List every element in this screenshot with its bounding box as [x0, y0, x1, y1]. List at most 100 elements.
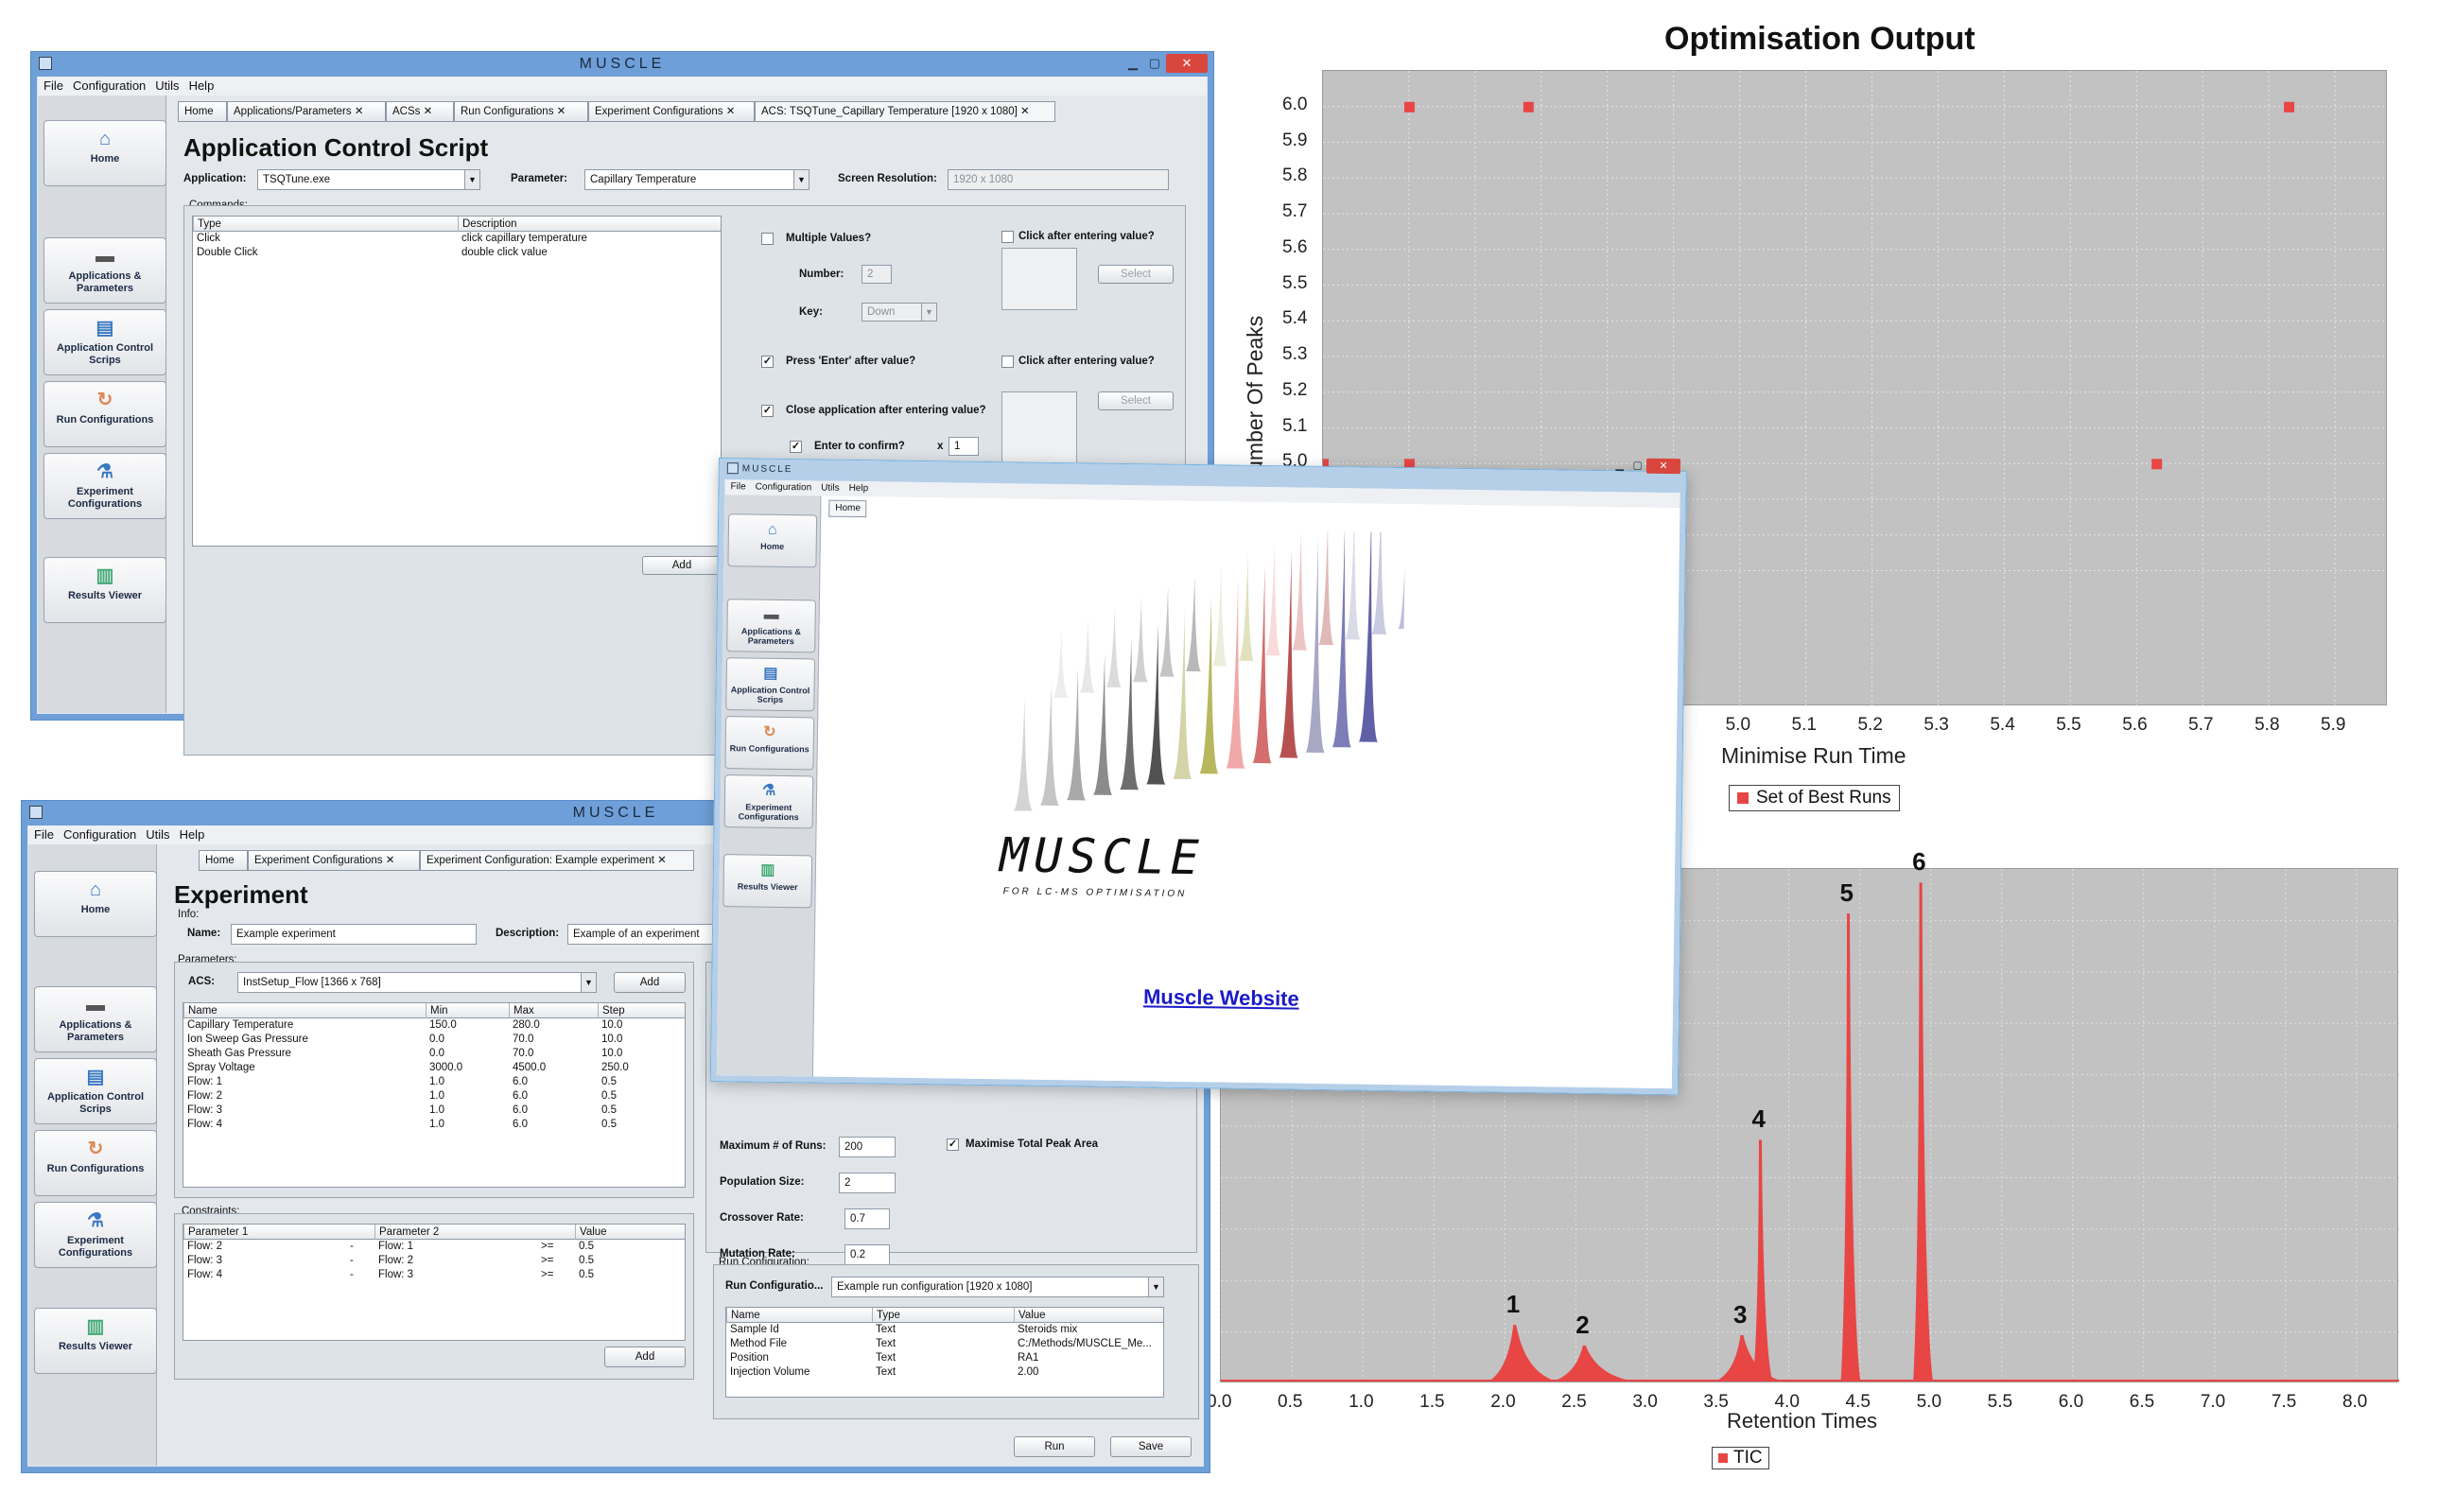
table-row[interactable]: Flow: 2 1.0 6.0 0.5 [183, 1089, 685, 1104]
select-button-2[interactable]: Select [1098, 391, 1174, 410]
press-enter-checkbox[interactable]: ✓ [761, 356, 774, 368]
column-header[interactable]: Type [193, 217, 458, 232]
title-bar[interactable]: MUSCLE ▁ ▢ ✕ [31, 52, 1213, 77]
table-row[interactable]: Click click capillary temperature [197, 233, 587, 244]
table-row[interactable]: Flow: 4 1.0 6.0 0.5 [183, 1118, 685, 1132]
click-after-checkbox[interactable] [1001, 231, 1014, 243]
menu-utils[interactable]: Utils [155, 78, 180, 93]
menu-configuration[interactable]: Configuration [62, 827, 137, 842]
menu-file[interactable]: File [34, 827, 54, 842]
sidebar-acs-button[interactable]: ▤ Application Control Scrips [44, 309, 166, 375]
sidebar-home-button[interactable]: ⌂ Home [44, 120, 166, 186]
table-row[interactable]: Flow: 2 - Flow: 1 >= 0.5 [183, 1240, 685, 1254]
table-row[interactable]: Sheath Gas Pressure 0.0 70.0 10.0 [183, 1047, 685, 1061]
tab-home[interactable]: Home [199, 850, 248, 871]
table-row[interactable]: Flow: 1 1.0 6.0 0.5 [183, 1075, 685, 1089]
run-configuration-select[interactable]: Example run configuration [1920 x 1080] ▼ [831, 1277, 1164, 1297]
tab-home[interactable]: Home [178, 101, 227, 122]
description-field[interactable]: Example of an experiment [567, 924, 747, 945]
sidebar-runconf-button[interactable]: ↻ Run Configurations [34, 1130, 157, 1196]
table-row[interactable]: Capillary Temperature 150.0 280.0 10.0 [183, 1018, 685, 1033]
table-row[interactable]: Flow: 4 - Flow: 3 >= 0.5 [183, 1268, 685, 1282]
menu-configuration[interactable]: Configuration [755, 481, 812, 494]
add-acs-button[interactable]: Add [614, 972, 686, 993]
multiple-values-checkbox[interactable] [761, 233, 774, 245]
enter-confirm-checkbox[interactable]: ✓ [790, 441, 802, 453]
sidebar-applications-button[interactable]: ▬ Applications & Parameters [34, 986, 157, 1052]
menu-configuration[interactable]: Configuration [72, 78, 147, 93]
muscle-website-link[interactable]: Muscle Website [1142, 984, 1299, 1011]
sidebar-applications-button[interactable]: ▬ Applications & Parameters [726, 599, 816, 653]
column-header[interactable]: Name [183, 1003, 426, 1018]
tab-applications[interactable]: Applications/Parameters ✕ [227, 101, 386, 122]
sidebar-results-button[interactable]: ▥ Results Viewer [722, 854, 813, 909]
menu-help[interactable]: Help [188, 78, 215, 93]
column-header[interactable]: Name [726, 1308, 872, 1323]
select-button[interactable]: Select [1098, 265, 1174, 284]
column-header[interactable]: Type [872, 1308, 1014, 1323]
table-row[interactable]: Position Text RA1 [726, 1351, 1163, 1365]
column-header[interactable]: Min [426, 1003, 509, 1018]
column-header[interactable]: Description [458, 217, 721, 232]
sidebar-applications-button[interactable]: ▬ Applications & Parameters [44, 237, 166, 304]
max-runs-field[interactable]: 200 [839, 1137, 896, 1157]
column-header[interactable]: Parameter 1 [183, 1225, 346, 1240]
minimize-button[interactable]: ▁ [1615, 460, 1625, 472]
menu-utils[interactable]: Utils [146, 827, 170, 842]
table-row[interactable]: Flow: 3 1.0 6.0 0.5 [183, 1104, 685, 1118]
sidebar-expconf-button[interactable]: ⚗ Experiment Configurations [723, 774, 814, 829]
column-header[interactable]: Value [575, 1225, 685, 1240]
tab-acss[interactable]: ACSs ✕ [386, 101, 454, 122]
table-row[interactable]: Ion Sweep Gas Pressure 0.0 70.0 10.0 [183, 1033, 685, 1047]
acs-select[interactable]: InstSetup_Flow [1366 x 768] ▼ [237, 972, 597, 993]
close-button[interactable]: ✕ [1166, 54, 1208, 73]
add-constraint-button[interactable]: Add [604, 1347, 686, 1367]
table-row[interactable]: Sample Id Text Steroids mix [726, 1323, 1163, 1337]
close-app-checkbox[interactable]: ✓ [761, 405, 774, 417]
sidebar-expconf-button[interactable]: ⚗ Experiment Configurations [44, 453, 166, 519]
table-row[interactable]: Injection Volume Text 2.00 [726, 1365, 1163, 1380]
sidebar-results-button[interactable]: ▥ Results Viewer [44, 557, 166, 623]
tab-run-configurations[interactable]: Run Configurations ✕ [454, 101, 588, 122]
number-stepper[interactable]: 2 [862, 265, 892, 284]
sidebar-expconf-button[interactable]: ⚗ Experiment Configurations [34, 1202, 157, 1268]
menu-help[interactable]: Help [848, 482, 869, 495]
save-button[interactable]: Save [1110, 1436, 1192, 1457]
parameter-select[interactable]: Capillary Temperature ▼ [584, 169, 809, 190]
menu-help[interactable]: Help [179, 827, 205, 842]
maximise-area-checkbox[interactable]: ✓ [947, 1138, 959, 1151]
sidebar-runconf-button[interactable]: ↻ Run Configurations [44, 381, 166, 447]
tab-experiment-configurations[interactable]: Experiment Configurations ✕ [588, 101, 755, 122]
crossover-stepper[interactable]: 0.7 [844, 1208, 890, 1229]
minimize-button[interactable]: ▁ [1128, 56, 1138, 70]
table-row[interactable]: Method File Text C:/Methods/MUSCLE_Me... [726, 1337, 1163, 1351]
confirm-stepper[interactable]: 1 [949, 437, 979, 456]
menu-utils[interactable]: Utils [821, 482, 840, 494]
tab-home[interactable]: Home [828, 499, 867, 518]
table-row[interactable]: Flow: 3 - Flow: 2 >= 0.5 [183, 1254, 685, 1268]
sidebar-runconf-button[interactable]: ↻ Run Configurations [724, 716, 815, 771]
sidebar-home-button[interactable]: ⌂ Home [727, 513, 818, 568]
maximize-button[interactable]: ▢ [1632, 460, 1644, 472]
tab-acs-capillary[interactable]: ACS: TSQTune_Capillary Temperature [1920… [755, 101, 1055, 122]
menu-file[interactable]: File [44, 78, 63, 93]
column-header[interactable]: Value [1014, 1308, 1163, 1323]
table-row[interactable]: Spray Voltage 3000.0 4500.0 250.0 [183, 1061, 685, 1075]
sidebar-acs-button[interactable]: ▤ Application Control Scrips [34, 1058, 157, 1124]
column-header[interactable]: Max [509, 1003, 598, 1018]
population-field[interactable]: 2 [839, 1173, 896, 1193]
menu-file[interactable]: File [730, 481, 746, 493]
sidebar-acs-button[interactable]: ▤ Application Control Scrips [725, 657, 816, 712]
column-header[interactable]: Step [598, 1003, 685, 1018]
column-header[interactable]: Parameter 2 [374, 1225, 537, 1240]
tab-experiment-configurations[interactable]: Experiment Configurations ✕ [248, 850, 420, 871]
key-select[interactable]: Down ▼ [862, 303, 937, 322]
maximize-button[interactable]: ▢ [1148, 56, 1160, 70]
add-command-button[interactable]: Add [642, 556, 722, 575]
table-row[interactable]: Double Click double click value [197, 247, 548, 258]
sidebar-results-button[interactable]: ▥ Results Viewer [34, 1308, 157, 1374]
click-after-checkbox-2[interactable] [1001, 356, 1014, 368]
tab-example-experiment[interactable]: Experiment Configuration: Example experi… [420, 850, 694, 871]
run-button[interactable]: Run [1014, 1436, 1095, 1457]
sidebar-home-button[interactable]: ⌂ Home [34, 871, 157, 937]
